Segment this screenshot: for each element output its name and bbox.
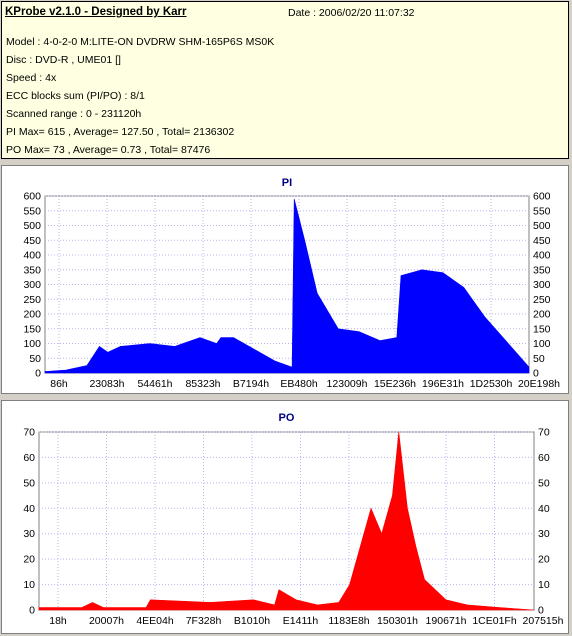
pi-ytick-right: 0	[533, 368, 539, 380]
pi-xtick-label: 20E198h	[518, 378, 560, 390]
po-ytick-right: 40	[538, 503, 550, 515]
po-ytick-left: 0	[29, 605, 35, 617]
pi-ytick-left: 0	[35, 368, 41, 380]
pi-ytick-left: 300	[23, 279, 41, 291]
pi-ytick-left: 50	[29, 353, 41, 365]
po-ytick-left: 40	[23, 503, 35, 515]
ecc-line: ECC blocks sum (PI/PO) : 8/1	[6, 90, 145, 102]
pi-chart: PI 0 0 50 50 100 100 150 150 200 200 250 250 300 300 35…	[23, 177, 560, 390]
po-plot-area	[38, 431, 535, 611]
pi-xtick-label: 123009h	[327, 378, 368, 390]
pi-summary-line: PI Max= 615 , Average= 127.50 , Total= 2…	[6, 126, 235, 138]
pi-xtick-label: B7194h	[233, 378, 269, 390]
pi-ytick-right: 150	[533, 323, 551, 335]
po-ytick-right: 0	[538, 605, 544, 617]
po-ytick-right: 50	[538, 477, 550, 489]
pi-ytick-left: 200	[23, 309, 41, 321]
pi-chart-panel: PI 0 0 50 50 100 100 150 150 200 200 250 250 300 300 35…	[1, 165, 569, 394]
po-ytick-right: 20	[538, 554, 550, 566]
range-line: Scanned range : 0 - 231120h	[6, 108, 142, 120]
pi-series-area	[44, 198, 530, 374]
po-xtick-label: 20007h	[89, 615, 124, 627]
po-ytick-right: 70	[538, 427, 550, 439]
po-summary-line: PO Max= 73 , Average= 0.73 , Total= 8747…	[6, 144, 211, 156]
pi-xtick-label: 1D2530h	[470, 378, 513, 390]
po-ytick-right: 10	[538, 579, 550, 591]
po-ytick-left: 10	[23, 579, 35, 591]
pi-ytick-right: 300	[533, 279, 551, 291]
pi-ytick-right: 600	[533, 191, 551, 203]
pi-xtick-label: EB480h	[280, 378, 318, 390]
pi-xtick-label: 196E31h	[422, 378, 464, 390]
pi-xtick-label: 86h	[50, 378, 68, 390]
speed-line: Speed : 4x	[6, 72, 57, 84]
po-ytick-right: 30	[538, 528, 550, 540]
pi-ytick-right: 350	[533, 264, 551, 276]
pi-ytick-right: 200	[533, 309, 551, 321]
po-xtick-label: 4EE04h	[136, 615, 174, 627]
pi-ytick-right: 400	[533, 250, 551, 262]
pi-ytick-left: 250	[23, 294, 41, 306]
model-line: Model : 4-0-2-0 M:LITE-ON DVDRW SHM-165P…	[6, 36, 275, 48]
po-xtick-label: 207515h	[523, 615, 564, 627]
pi-xtick-label: 85323h	[185, 378, 220, 390]
pi-ytick-right: 50	[533, 353, 545, 365]
po-ytick-left: 50	[23, 477, 35, 489]
pi-ytick-left: 350	[23, 264, 41, 276]
pi-ytick-right: 550	[533, 205, 551, 217]
pi-ytick-left: 600	[23, 191, 41, 203]
pi-ytick-left: 150	[23, 323, 41, 335]
pi-xtick-label: 23083h	[89, 378, 124, 390]
pi-ytick-left: 400	[23, 250, 41, 262]
po-xtick-label: E1411h	[283, 615, 319, 627]
po-xtick-label: 1CE01Fh	[472, 615, 517, 627]
po-series-area	[38, 431, 535, 611]
po-xtick-label: 18h	[49, 615, 67, 627]
po-xtick-label: 190671h	[426, 615, 467, 627]
pi-xtick-label: 54461h	[137, 378, 172, 390]
po-ytick-left: 30	[23, 528, 35, 540]
pi-ytick-right: 250	[533, 294, 551, 306]
pi-ytick-left: 450	[23, 235, 41, 247]
pi-ytick-left: 100	[23, 338, 41, 350]
pi-chart-title: PI	[282, 177, 292, 189]
pi-xtick-label: 15E236h	[374, 378, 416, 390]
disc-line: Disc : DVD-R , UME01 []	[6, 54, 121, 66]
po-chart: PO 0 0 10 10 20 20 30 30 40 40 50 50 60 60 70 70 18h 20007…	[23, 412, 564, 627]
po-ytick-left: 70	[23, 427, 35, 439]
pi-ytick-left: 500	[23, 220, 41, 232]
scan-date: Date : 2006/02/20 11:07:32	[288, 7, 415, 19]
po-chart-title: PO	[279, 412, 295, 424]
po-xtick-label: 7F328h	[186, 615, 222, 627]
pi-ytick-right: 100	[533, 338, 551, 350]
po-ytick-left: 60	[23, 452, 35, 464]
po-ytick-left: 20	[23, 554, 35, 566]
po-xtick-label: 1183E8h	[328, 615, 369, 627]
app-title: KProbe v2.1.0 - Designed by Karr	[5, 6, 187, 18]
po-ytick-right: 60	[538, 452, 550, 464]
po-xtick-label: B1010h	[234, 615, 270, 627]
pi-ytick-right: 500	[533, 220, 551, 232]
pi-ytick-right: 450	[533, 235, 551, 247]
pi-ytick-left: 550	[23, 205, 41, 217]
po-xtick-label: 150301h	[377, 615, 418, 627]
po-chart-panel: PO 0 0 10 10 20 20 30 30 40 40 50 50 60 60 70 70 18h 20007…	[1, 400, 569, 634]
info-panel: KProbe v2.1.0 - Designed by Karr Date : …	[1, 1, 569, 159]
